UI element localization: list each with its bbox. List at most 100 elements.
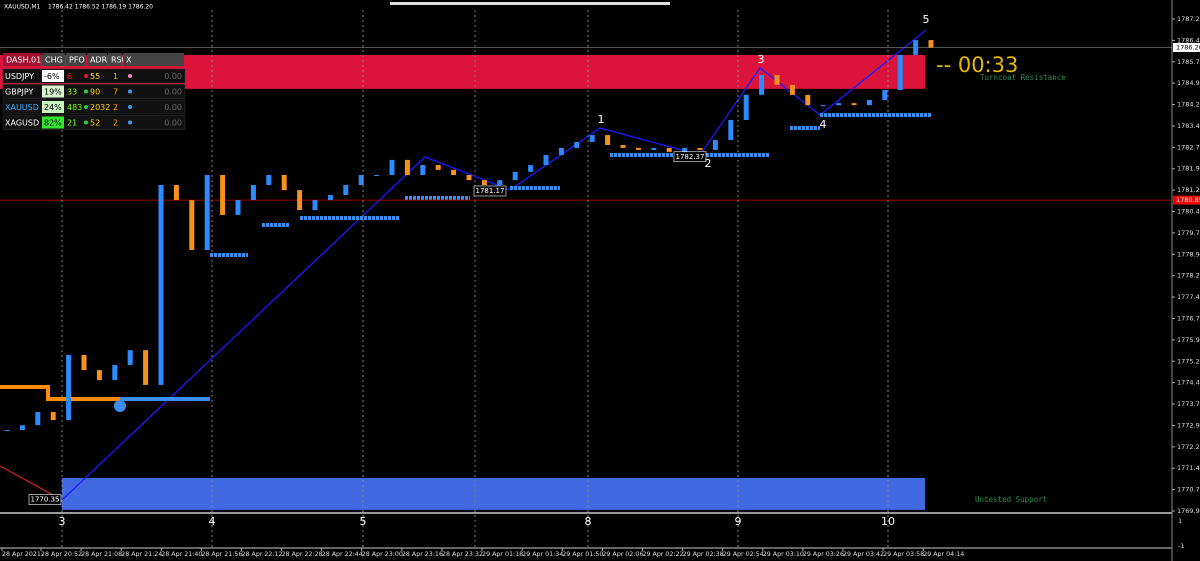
y-tick-label: 1769.95 — [1177, 507, 1200, 515]
candle — [189, 200, 195, 251]
zone-label: Untested Support — [975, 495, 1047, 504]
marked-price: 1780.85 — [1176, 196, 1200, 204]
candle — [512, 171, 518, 181]
dash-cell: 0.00 — [164, 88, 182, 97]
time-label: 28 Apr 23:00 — [362, 551, 403, 558]
separators — [0, 0, 1173, 561]
dash-cell: 1 — [113, 72, 118, 81]
candle — [728, 119, 734, 140]
candle — [759, 74, 765, 95]
time-label: 28 Apr 2021 — [2, 551, 41, 558]
candle — [466, 175, 472, 181]
candle — [774, 74, 780, 85]
y-tick-label: 1774.45 — [1177, 379, 1200, 387]
dash-cell: 483 — [67, 103, 82, 112]
status-dot — [84, 74, 88, 78]
status-dot — [84, 105, 88, 109]
dash-header-cell — [108, 53, 122, 66]
candle — [497, 180, 503, 185]
time-label: 28 Apr 22:12 — [242, 551, 283, 558]
scroll-bar[interactable] — [390, 2, 670, 5]
rstr-dot — [128, 89, 132, 94]
candle — [297, 190, 303, 211]
candle — [204, 175, 210, 251]
candle — [35, 412, 41, 426]
dash-header: PFO — [69, 56, 85, 65]
y-tick-label: 1776.70 — [1177, 314, 1200, 322]
status-dot — [84, 89, 88, 94]
candle — [913, 40, 919, 55]
candle — [435, 165, 441, 170]
y-tick-label: 1770.70 — [1177, 486, 1200, 494]
y-tick-label: 1783.45 — [1177, 122, 1200, 130]
time-label: 29 Apr 02:54 — [723, 551, 764, 558]
candle — [481, 180, 487, 185]
candle — [127, 350, 133, 365]
candle — [820, 105, 826, 107]
y-tick-label: 1775.95 — [1177, 336, 1200, 344]
candle — [682, 147, 688, 152]
price-tag — [673, 151, 707, 163]
dash-cell: -6% — [44, 72, 60, 81]
dash-header: CHG — [45, 56, 63, 65]
wave-label: 2 — [705, 157, 712, 170]
dash-cell: 24% — [44, 103, 62, 112]
time-label: 29 Apr 02:06 — [602, 551, 643, 558]
price-tag-label: 1782.37 — [676, 153, 705, 161]
candle — [605, 135, 611, 146]
dash-header-cell — [42, 53, 65, 66]
candle — [651, 147, 657, 150]
candle — [81, 354, 87, 371]
time-label: 29 Apr 01:50 — [562, 551, 603, 558]
candle — [666, 147, 672, 152]
chg-cell — [42, 101, 64, 113]
time-label: 28 Apr 22:44 — [322, 551, 363, 558]
candle — [712, 139, 718, 150]
candle — [235, 200, 241, 215]
y-tick-label: 1782.70 — [1177, 143, 1200, 151]
candle — [866, 100, 872, 106]
time-label: 29 Apr 01:34 — [522, 551, 563, 558]
time-label: 29 Apr 03:10 — [763, 551, 804, 558]
candle — [173, 184, 179, 201]
time-label: 29 Apr 02:38 — [683, 551, 724, 558]
symbol: XAUUSD,M1 — [4, 4, 41, 11]
candle — [327, 194, 333, 201]
y-tick-label: 1779.70 — [1177, 229, 1200, 237]
quote: 1786.42 1786.52 1786.19 1786.20 — [48, 4, 153, 11]
dash-header-cell — [3, 53, 41, 66]
time-label: 28 Apr 22:28 — [282, 551, 323, 558]
candle — [50, 412, 56, 421]
candle — [96, 370, 102, 381]
chg-cell — [42, 116, 64, 129]
current-price-box — [1173, 43, 1200, 53]
dash-cell: 0.00 — [164, 72, 182, 81]
price-tag-label: 1770.35 — [31, 496, 60, 504]
candle — [374, 175, 380, 177]
dash-header: X — [126, 56, 132, 65]
y-tick-label: 1773.70 — [1177, 400, 1200, 408]
dash-cell: 7 — [113, 88, 118, 97]
candle — [928, 40, 934, 48]
dash-cell: 21 — [67, 119, 77, 128]
wave-label: 3 — [758, 53, 765, 66]
y-tick-label: 1780.45 — [1177, 208, 1200, 216]
y-tick-label: 1784.20 — [1177, 101, 1200, 109]
candle — [404, 159, 410, 176]
candle — [635, 147, 641, 150]
dash-cell: 6 — [67, 72, 72, 81]
candle — [543, 155, 549, 166]
candle — [882, 90, 888, 101]
candle — [66, 354, 72, 421]
y-tick-label: 1777.45 — [1177, 293, 1200, 301]
wave-label: 4 — [820, 118, 827, 131]
candle — [528, 165, 534, 172]
dash-cell: 2 — [113, 103, 118, 112]
candle — [574, 141, 580, 148]
y-tick-label: 1781.95 — [1177, 165, 1200, 173]
marked-box — [1173, 195, 1200, 205]
rstr-dot — [128, 120, 132, 125]
candle — [4, 429, 10, 431]
price-tag — [473, 185, 507, 197]
